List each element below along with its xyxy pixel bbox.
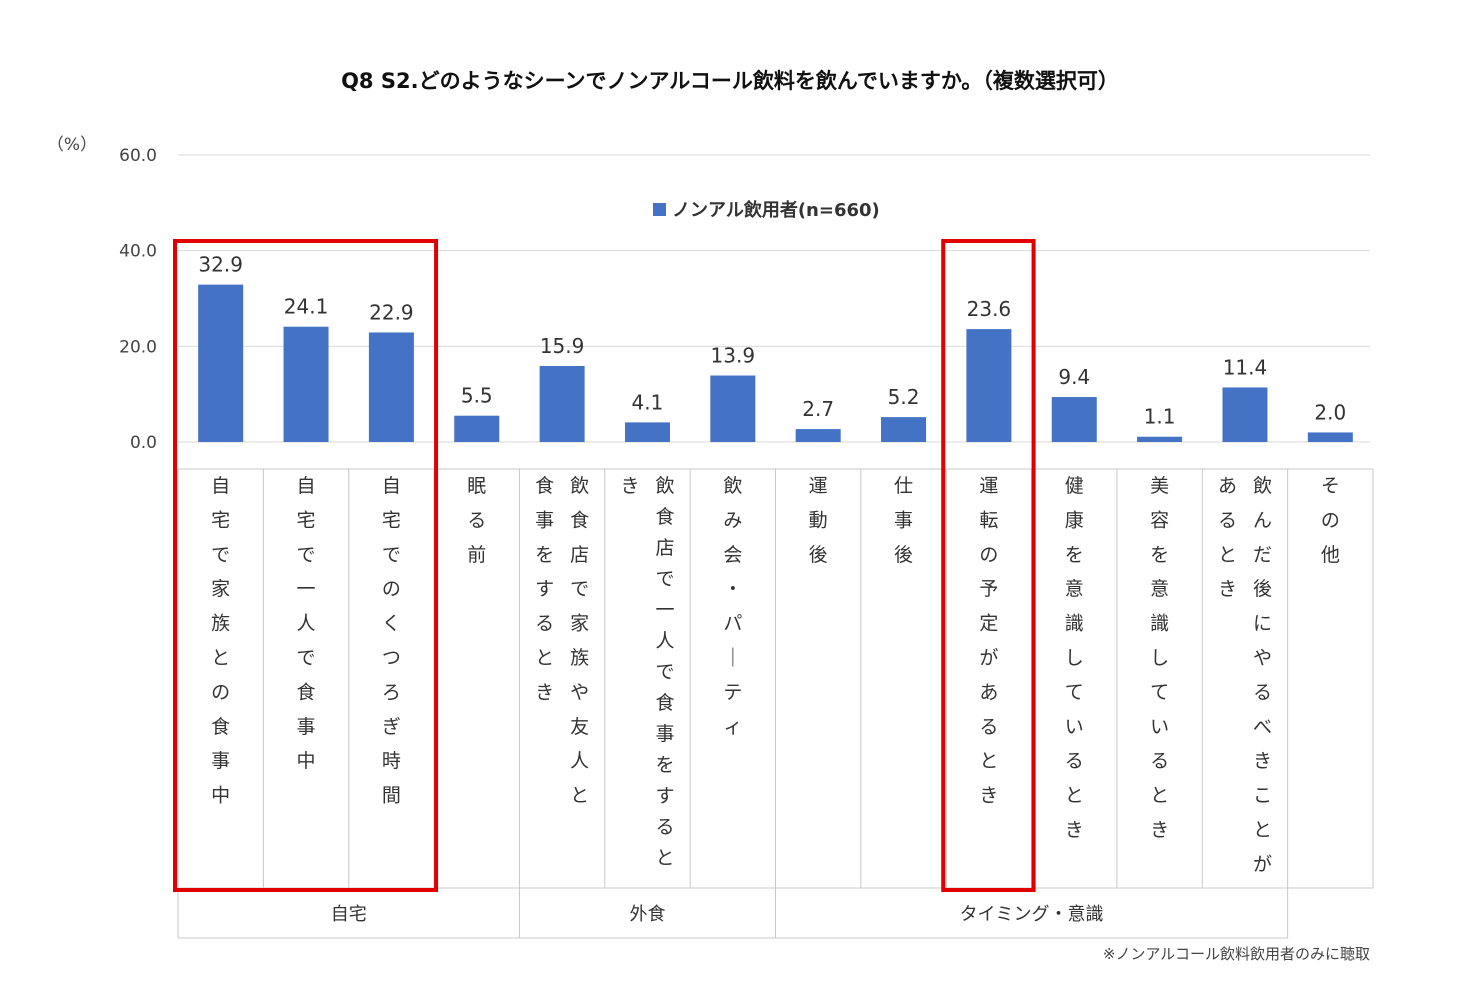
category-label: 美容を意識しているとき	[1150, 475, 1169, 841]
group-label: 自宅	[331, 904, 367, 925]
bar	[198, 284, 244, 442]
category-label: 眠る前	[467, 475, 486, 566]
category-label: 食事をするとき	[535, 475, 554, 703]
bar	[1051, 397, 1097, 442]
bar	[966, 329, 1012, 442]
bar	[624, 422, 670, 442]
y-tick-label: 40.0	[119, 242, 157, 262]
category-label: 自宅でのくつろぎ時間	[382, 475, 401, 807]
bar	[539, 365, 585, 442]
category-label: 飲食店で一人で食事をすると	[655, 475, 674, 869]
category-label: 飲食店で家族や友人と	[570, 475, 589, 807]
data-labels: 32.9 24.1 22.9 5.5 15.9 4.1 13.9 2.7 5.2 23.6 9.4 1…	[198, 253, 1346, 429]
data-label: 5.5	[461, 384, 493, 408]
bar	[1307, 432, 1353, 442]
group-labels: 自宅 外食 タイミング・意識	[331, 904, 1104, 925]
data-label: 22.9	[369, 300, 414, 324]
highlight-boxes	[173, 239, 1036, 892]
legend-label: ノンアル飲用者(n=660)	[672, 199, 880, 221]
bar	[795, 429, 841, 442]
y-tick-label: 20.0	[119, 337, 157, 357]
data-label: 9.4	[1058, 365, 1090, 389]
category-label: 飲み会・パ｜ティ	[723, 475, 742, 738]
category-table	[177, 468, 1374, 939]
category-label: あるとき	[1218, 475, 1237, 600]
data-label: 13.9	[711, 344, 756, 368]
data-label: 15.9	[540, 334, 585, 358]
data-label: 2.7	[802, 397, 834, 421]
highlight-box	[941, 239, 1036, 892]
category-label: 運動後	[809, 475, 828, 566]
y-axis-ticks: 60.0 40.0 20.0 0.0	[119, 146, 157, 453]
category-label: 自宅で一人で食事中	[297, 475, 316, 772]
highlight-box	[173, 239, 439, 892]
category-label: 飲んだ後にやるべきことが	[1253, 475, 1272, 875]
category-label: 運転の予定があるとき	[979, 475, 998, 807]
y-tick-label: 60.0	[119, 146, 157, 166]
data-label: 32.9	[198, 253, 243, 277]
category-labels: 自宅で家族との食事中 自宅で一人で食事中 自宅でのくつろぎ時間 眠る前 飲食店で家族や友…	[211, 475, 1340, 875]
data-label: 1.1	[1144, 405, 1176, 429]
bar	[283, 326, 329, 442]
bar	[454, 415, 500, 442]
footnote: ※ノンアルコール飲料飲用者のみに聴取	[1103, 945, 1370, 963]
category-label: き	[620, 475, 639, 497]
bar	[1137, 436, 1183, 442]
data-label: 11.4	[1223, 355, 1268, 379]
legend-swatch	[653, 203, 666, 216]
bar	[881, 417, 927, 442]
gridlines	[178, 154, 1370, 443]
category-label: その他	[1321, 475, 1340, 566]
data-label: 5.2	[888, 385, 920, 409]
data-label: 24.1	[284, 295, 329, 319]
chart-title: Q8 S2.どのようなシーンでノンアルコール飲料を飲んでいますか。（複数選択可）	[341, 69, 1119, 93]
legend: ノンアル飲用者(n=660)	[653, 199, 880, 221]
category-label: 自宅で家族との食事中	[211, 475, 230, 807]
y-tick-label: 0.0	[130, 433, 157, 453]
group-label: 外食	[629, 904, 665, 925]
bar	[710, 375, 756, 442]
y-axis-unit-label: （%）	[47, 135, 97, 155]
category-label: 仕事後	[894, 475, 913, 566]
group-label: タイミング・意識	[960, 904, 1104, 925]
data-label: 23.6	[967, 297, 1012, 321]
data-label: 4.1	[632, 390, 664, 414]
bar	[368, 332, 414, 442]
bars	[198, 284, 1353, 442]
category-label: 健康を意識しているとき	[1065, 475, 1084, 841]
bar	[1222, 387, 1268, 442]
data-label: 2.0	[1314, 400, 1346, 424]
